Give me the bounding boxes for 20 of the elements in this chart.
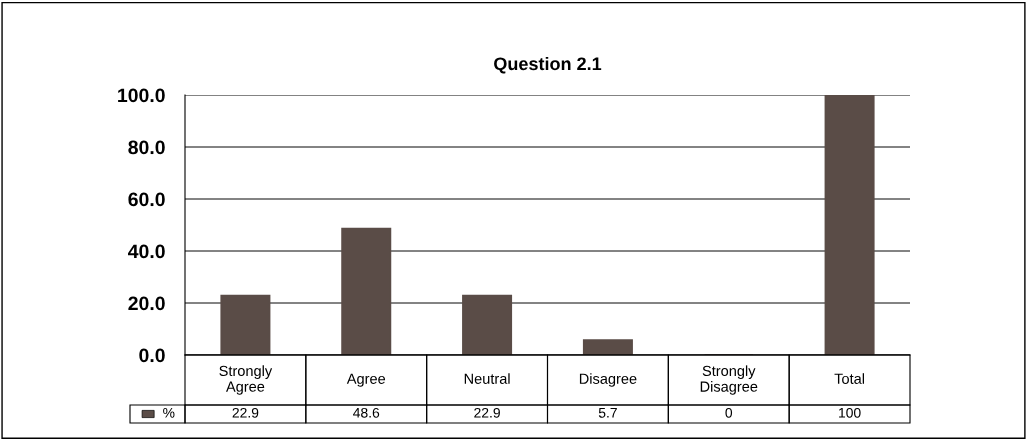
data-label: 48.6 (353, 407, 380, 418)
x-tick-label: Strongly Agree (219, 365, 273, 395)
x-tick-label: Neutral (464, 373, 510, 384)
data-label: 100 (839, 407, 861, 418)
y-tick-label: 20.0 (128, 296, 165, 311)
data-label: 5.7 (598, 408, 617, 418)
y-tick-label: 60.0 (128, 192, 165, 207)
x-tick-label: Disagree (579, 373, 637, 387)
y-tick-label: 80.0 (128, 140, 165, 155)
x-tick-label: Strongly Disagree (700, 365, 758, 395)
x-tick-label: Agree (346, 373, 386, 387)
y-tick-label: 40.0 (128, 244, 165, 259)
chart-title: Question 2.1 (494, 56, 602, 74)
data-label: 22.9 (232, 407, 259, 418)
data-label: 22.9 (474, 407, 500, 418)
y-tick-label: 100.0 (118, 88, 165, 103)
x-tick-label: Total (834, 373, 865, 384)
data-label: 0 (725, 407, 733, 418)
y-tick-label: 0.0 (139, 348, 165, 363)
legend-label: % (163, 407, 175, 418)
